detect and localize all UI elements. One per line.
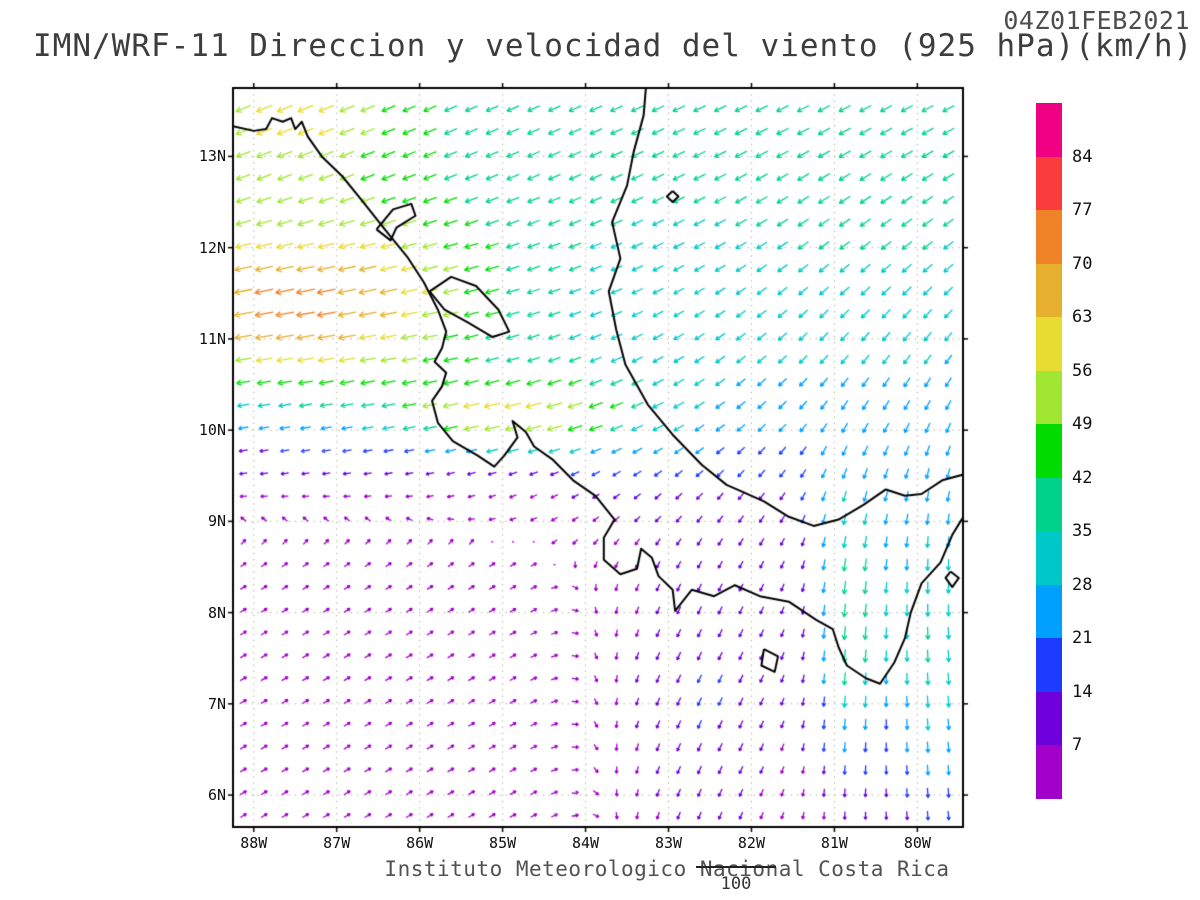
colorbar-tick-label: 7 [1072,735,1083,755]
lon-axis-label: 84W [572,834,600,852]
colorbar-segment [1036,531,1062,585]
lon-axis-label: 88W [240,834,268,852]
lat-axis-label: 6N [207,786,226,805]
lat-axis-label: 10N [198,421,226,440]
lon-axis-label: 85W [489,834,517,852]
reference-vector-line [696,866,776,868]
colorbar-segment [1036,691,1062,745]
valid-time-label: 04Z01FEB2021 [1003,6,1190,35]
wind-vector-map-canvas [225,80,971,835]
colorbar-tick-label: 77 [1072,200,1093,220]
speed-colorbar [1036,103,1062,799]
source-caption: Instituto Meteorologico Nacional Costa R… [384,857,950,881]
lat-axis-label: 8N [207,603,226,622]
map-plot-area [225,80,971,835]
colorbar-segment [1036,370,1062,424]
colorbar-segment [1036,745,1062,799]
lat-axis-label: 9N [207,512,226,531]
colorbar-segment [1036,210,1062,264]
colorbar-tick-label: 56 [1072,360,1093,381]
lon-axis-label: 87W [323,834,351,852]
colorbar-tick-label: 49 [1072,414,1093,434]
colorbar-segment [1036,263,1062,317]
colorbar-tick-label: 42 [1072,467,1093,488]
page-title: IMN/WRF-11 Direccion y velocidad del vie… [33,28,1194,64]
lat-axis-label: 12N [198,238,226,257]
colorbar-tick-label: 63 [1072,307,1093,327]
lon-axis-label: 86W [406,834,434,852]
lat-axis-label: 11N [198,329,226,348]
lon-axis-label: 81W [820,834,848,852]
lat-axis-label: 13N [198,147,226,166]
lon-axis-label: 82W [737,834,765,852]
colorbar-segment [1036,103,1062,157]
colorbar-tick-label: 84 [1072,146,1093,167]
colorbar-tick-label: 28 [1072,574,1093,595]
colorbar-segment [1036,477,1062,531]
lon-axis-label: 80W [903,834,931,852]
colorbar-segment [1036,317,1062,371]
colorbar-tick-label: 35 [1072,521,1093,541]
colorbar-segment [1036,584,1062,638]
lat-axis-label: 7N [207,694,226,713]
colorbar-segment [1036,156,1062,210]
colorbar-segment [1036,638,1062,692]
colorbar-tick-label: 14 [1072,681,1093,702]
lon-axis-label: 83W [654,834,683,852]
reference-vector-label: 100 [720,874,752,894]
colorbar-tick-label: 70 [1072,253,1093,274]
colorbar-segment [1036,424,1062,478]
colorbar-tick-label: 21 [1072,628,1093,648]
